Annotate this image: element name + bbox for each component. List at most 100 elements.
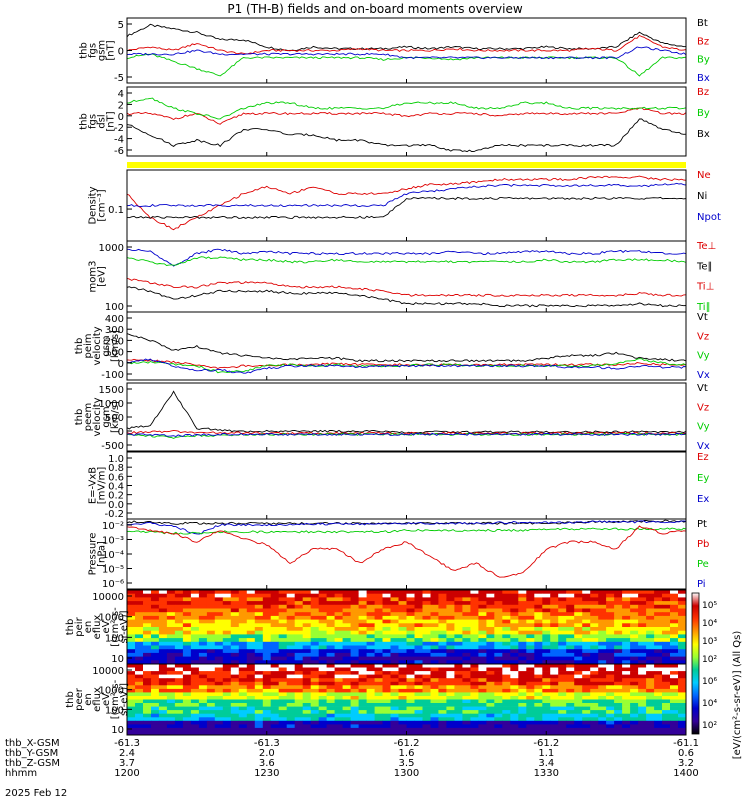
heatmap-cell xyxy=(151,652,160,657)
heatmap-cell xyxy=(614,638,623,643)
heatmap-cell xyxy=(494,717,503,722)
heatmap-cell xyxy=(438,664,447,668)
heatmap-cell xyxy=(135,641,144,646)
heatmap-cell xyxy=(286,623,296,628)
heatmap-cell xyxy=(135,623,144,628)
y-tick-label: 10⁻² xyxy=(102,521,124,532)
heatmap-cell xyxy=(135,713,144,718)
heatmap-cell xyxy=(382,590,391,595)
series-line-By xyxy=(126,97,687,120)
heatmap-cell xyxy=(127,619,136,624)
heatmap-cell xyxy=(151,638,160,643)
heatmap-cell xyxy=(326,713,335,718)
heatmap-cell xyxy=(374,590,383,595)
heatmap-cell xyxy=(334,731,343,736)
heatmap-cell xyxy=(398,590,407,595)
heatmap-cell xyxy=(534,660,543,665)
heatmap-cell xyxy=(486,660,495,665)
heatmap-cell xyxy=(151,623,160,628)
heatmap-cell xyxy=(526,664,535,668)
heatmap-cell xyxy=(494,623,503,628)
heatmap-cell xyxy=(190,696,200,700)
heatmap-cell xyxy=(182,731,192,736)
heatmap-cell xyxy=(630,692,639,697)
heatmap-cell xyxy=(190,593,200,598)
y-axis-label: [(cm²-s- xyxy=(110,679,121,719)
heatmap-cell xyxy=(558,664,567,668)
heatmap-cell xyxy=(262,717,272,722)
heatmap-cell xyxy=(622,696,631,700)
series-line-Vt xyxy=(126,333,687,363)
heatmap-cell xyxy=(318,623,328,628)
heatmap-cell xyxy=(542,724,551,729)
heatmap-cell xyxy=(270,681,280,686)
heatmap-cell xyxy=(334,590,343,595)
heatmap-cell xyxy=(294,703,304,707)
heatmap-cell xyxy=(254,641,264,646)
heatmap-cell xyxy=(678,667,687,672)
heatmap-cell xyxy=(406,727,415,732)
heatmap-cell xyxy=(206,597,216,602)
heatmap-cell xyxy=(518,619,527,624)
y-tick-label: 5 xyxy=(118,20,124,31)
heatmap-cell xyxy=(174,678,184,683)
heatmap-cell xyxy=(334,630,343,635)
heatmap-cell xyxy=(318,652,328,657)
heatmap-cell xyxy=(143,608,152,613)
heatmap-cell xyxy=(502,688,511,693)
heatmap-cell xyxy=(398,627,407,632)
heatmap-cell xyxy=(278,623,288,628)
heatmap-cell xyxy=(166,619,176,624)
heatmap-cell xyxy=(494,724,503,729)
heatmap-cell xyxy=(278,681,288,686)
heatmap-cell xyxy=(550,685,559,690)
heatmap-cell xyxy=(470,664,479,668)
heatmap-cell xyxy=(286,685,296,690)
heatmap-cell xyxy=(518,604,527,609)
heatmap-cell xyxy=(246,608,256,613)
heatmap-cell xyxy=(542,696,551,700)
heatmap-cell xyxy=(406,619,415,624)
heatmap-cell xyxy=(127,678,136,683)
heatmap-cell xyxy=(414,645,423,650)
heatmap-cell xyxy=(262,696,272,700)
heatmap-cell xyxy=(566,717,575,722)
heatmap-cell xyxy=(206,649,216,654)
heatmap-cell xyxy=(230,641,240,646)
heatmap-cell xyxy=(151,612,160,617)
heatmap-cell xyxy=(518,630,527,635)
x-axis-value: 1.1 xyxy=(538,748,554,759)
heatmap-cell xyxy=(446,627,455,632)
y-axis-label: sr-eV)] xyxy=(119,610,130,643)
heatmap-cell xyxy=(143,604,152,609)
legend-entry: Npot xyxy=(697,212,721,223)
heatmap-cell xyxy=(326,664,335,668)
y-tick-label: 4 xyxy=(118,89,124,100)
heatmap-cell xyxy=(574,590,583,595)
heatmap-cell xyxy=(454,674,463,679)
heatmap-cell xyxy=(606,674,615,679)
heatmap-cell xyxy=(486,685,495,690)
heatmap-cell xyxy=(662,604,671,609)
heatmap-cell xyxy=(534,630,543,635)
heatmap-cell xyxy=(566,656,575,661)
heatmap-cell xyxy=(230,634,240,639)
heatmap-cell xyxy=(358,678,367,683)
heatmap-cell xyxy=(614,706,623,711)
heatmap-cell xyxy=(462,674,471,679)
heatmap-cell xyxy=(334,612,343,617)
heatmap-cell xyxy=(286,641,296,646)
heatmap-cell xyxy=(678,699,687,704)
heatmap-cell xyxy=(278,706,288,711)
y-tick-label: 1000 xyxy=(99,613,124,624)
heatmap-cell xyxy=(174,649,184,654)
heatmap-cell xyxy=(238,671,248,675)
heatmap-cell xyxy=(318,713,328,718)
heatmap-cell xyxy=(502,660,511,665)
heatmap-cell xyxy=(127,731,136,736)
y-tick-label: 100 xyxy=(105,705,124,716)
heatmap-cell xyxy=(262,678,272,683)
heatmap-cell xyxy=(542,710,551,714)
heatmap-cell xyxy=(222,720,232,725)
heatmap-cell xyxy=(326,724,335,729)
